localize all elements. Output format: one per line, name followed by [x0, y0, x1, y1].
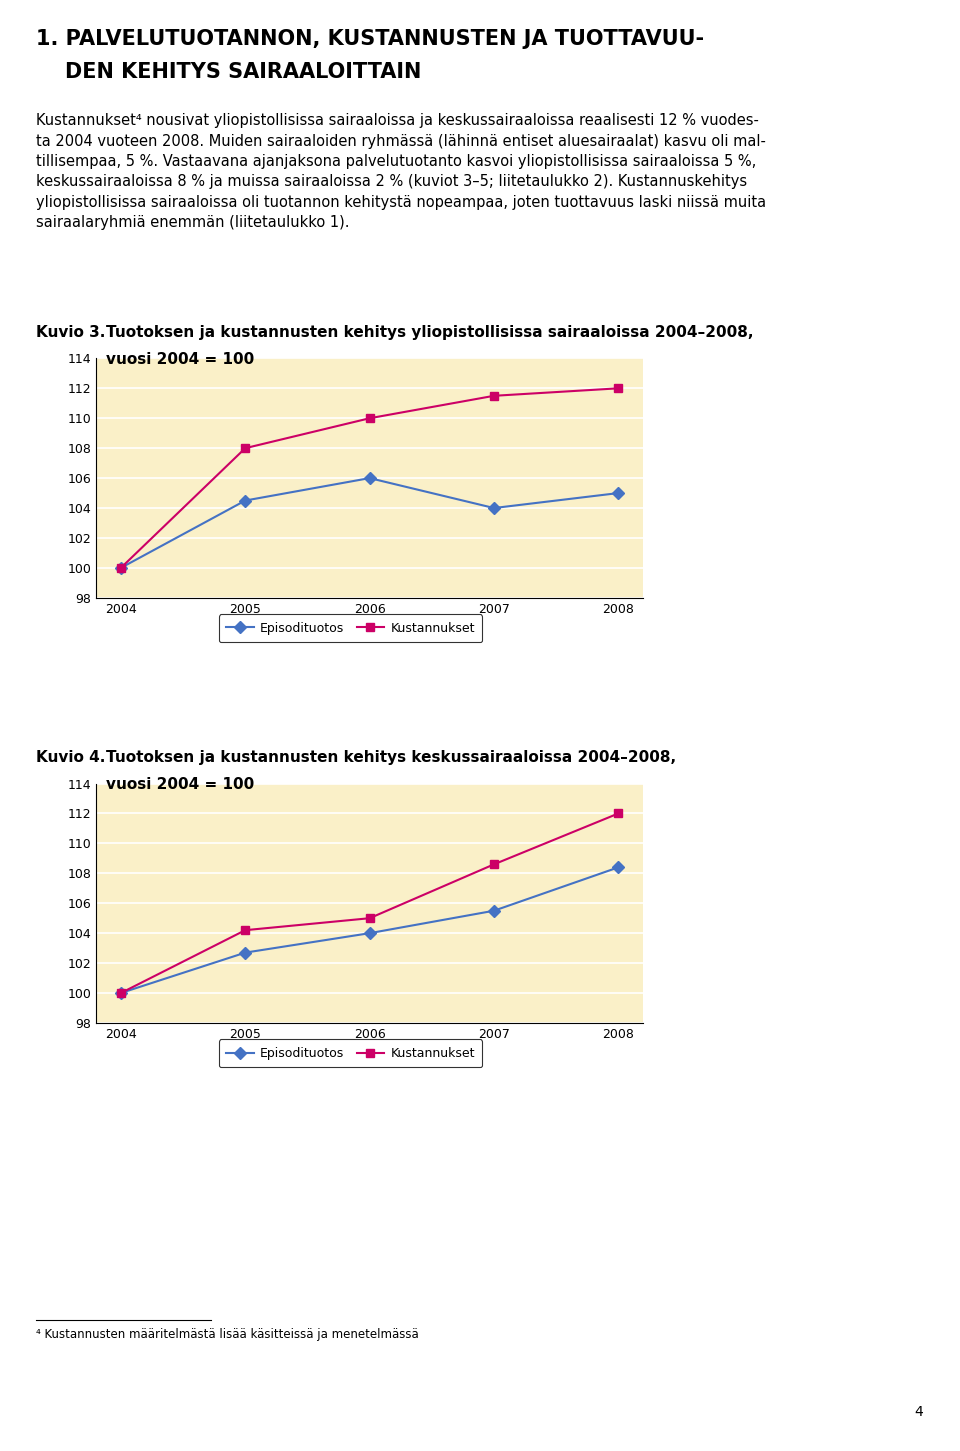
Text: Kuvio 3.: Kuvio 3. — [36, 325, 106, 340]
Text: Kustannukset⁴ nousivat yliopistollisissa sairaaloissa ja keskussairaaloissa reaa: Kustannukset⁴ nousivat yliopistollisissa… — [36, 113, 767, 231]
Text: DEN KEHITYS SAIRAALOITTAIN: DEN KEHITYS SAIRAALOITTAIN — [36, 62, 421, 83]
Text: vuosi 2004 = 100: vuosi 2004 = 100 — [106, 778, 253, 792]
Text: Kuvio 4.: Kuvio 4. — [36, 750, 106, 765]
Text: 4: 4 — [915, 1405, 924, 1419]
Text: vuosi 2004 = 100: vuosi 2004 = 100 — [106, 351, 253, 367]
Text: ⁴ Kustannusten määritelmästä lisää käsitteissä ja menetelmässä: ⁴ Kustannusten määritelmästä lisää käsit… — [36, 1328, 420, 1341]
Text: 1. PALVELUTUOTANNON, KUSTANNUSTEN JA TUOTTAVUU-: 1. PALVELUTUOTANNON, KUSTANNUSTEN JA TUO… — [36, 29, 705, 49]
Text: Tuotoksen ja kustannusten kehitys yliopistollisissa sairaaloissa 2004–2008,: Tuotoksen ja kustannusten kehitys yliopi… — [106, 325, 753, 340]
Text: Tuotoksen ja kustannusten kehitys keskussairaaloissa 2004–2008,: Tuotoksen ja kustannusten kehitys keskus… — [106, 750, 676, 765]
Legend: Episodituotos, Kustannukset: Episodituotos, Kustannukset — [219, 1039, 482, 1068]
Legend: Episodituotos, Kustannukset: Episodituotos, Kustannukset — [219, 614, 482, 643]
